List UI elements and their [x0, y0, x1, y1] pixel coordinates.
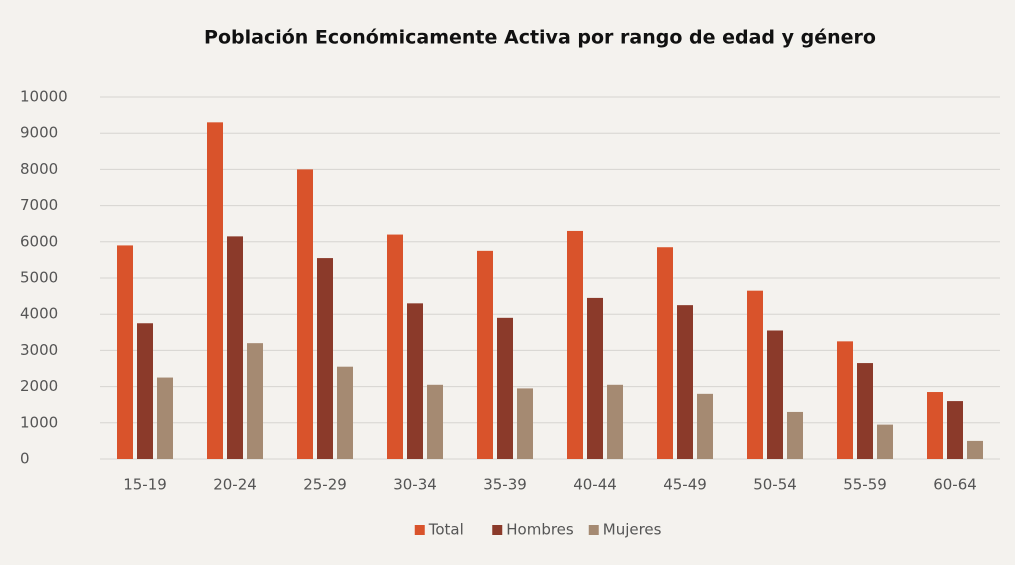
y-tick-label: 4000	[20, 305, 58, 323]
legend-swatch	[492, 525, 503, 535]
bar	[837, 341, 853, 459]
bar	[947, 401, 963, 459]
bar	[117, 245, 133, 459]
bar	[137, 323, 153, 459]
bar	[297, 169, 313, 459]
bar	[857, 363, 873, 459]
x-tick-label: 45-49	[663, 476, 707, 494]
legend-swatch	[414, 525, 425, 535]
y-tick-label: 8000	[20, 160, 58, 178]
bar	[497, 317, 513, 459]
x-tick-label: 50-54	[753, 476, 797, 494]
bar	[607, 384, 623, 459]
bar	[697, 393, 713, 459]
y-tick-label: 6000	[20, 232, 58, 250]
x-tick-label: 20-24	[213, 476, 257, 494]
chart-title: Población Económicamente Activa por rang…	[204, 27, 876, 49]
y-tick-label: 3000	[20, 341, 58, 359]
y-tick-label: 9000	[20, 124, 58, 142]
bar	[967, 440, 983, 459]
bar	[767, 330, 783, 459]
legend-label: Hombres	[506, 521, 574, 539]
bar	[407, 303, 423, 459]
bar	[207, 122, 223, 459]
x-tick-label: 55-59	[843, 476, 887, 494]
bar	[427, 384, 443, 459]
bar	[227, 236, 243, 459]
bar	[747, 290, 763, 459]
bar	[677, 305, 693, 459]
bar	[877, 424, 893, 459]
legend-label: Total	[428, 521, 464, 539]
legend-swatch	[588, 525, 599, 535]
bar	[317, 258, 333, 459]
bar	[387, 234, 403, 459]
bar	[517, 388, 533, 459]
legend-label: Mujeres	[603, 521, 662, 539]
y-tick-label: 10000	[20, 88, 68, 106]
x-tick-label: 25-29	[303, 476, 347, 494]
y-tick-label: 5000	[20, 269, 58, 287]
y-tick-label: 0	[20, 450, 30, 468]
bar	[477, 250, 493, 459]
x-tick-label: 35-39	[483, 476, 527, 494]
y-tick-label: 1000	[20, 413, 58, 431]
x-tick-label: 60-64	[933, 476, 977, 494]
bar	[927, 392, 943, 459]
bar	[587, 297, 603, 459]
x-tick-label: 40-44	[573, 476, 617, 494]
bar	[567, 230, 583, 459]
bar	[157, 377, 173, 459]
bar	[787, 411, 803, 459]
bar	[247, 343, 263, 459]
bar	[337, 366, 353, 459]
y-tick-label: 7000	[20, 196, 58, 214]
bar	[657, 247, 673, 459]
x-tick-label: 15-19	[123, 476, 167, 494]
x-tick-label: 30-34	[393, 476, 437, 494]
y-tick-label: 2000	[20, 377, 58, 395]
